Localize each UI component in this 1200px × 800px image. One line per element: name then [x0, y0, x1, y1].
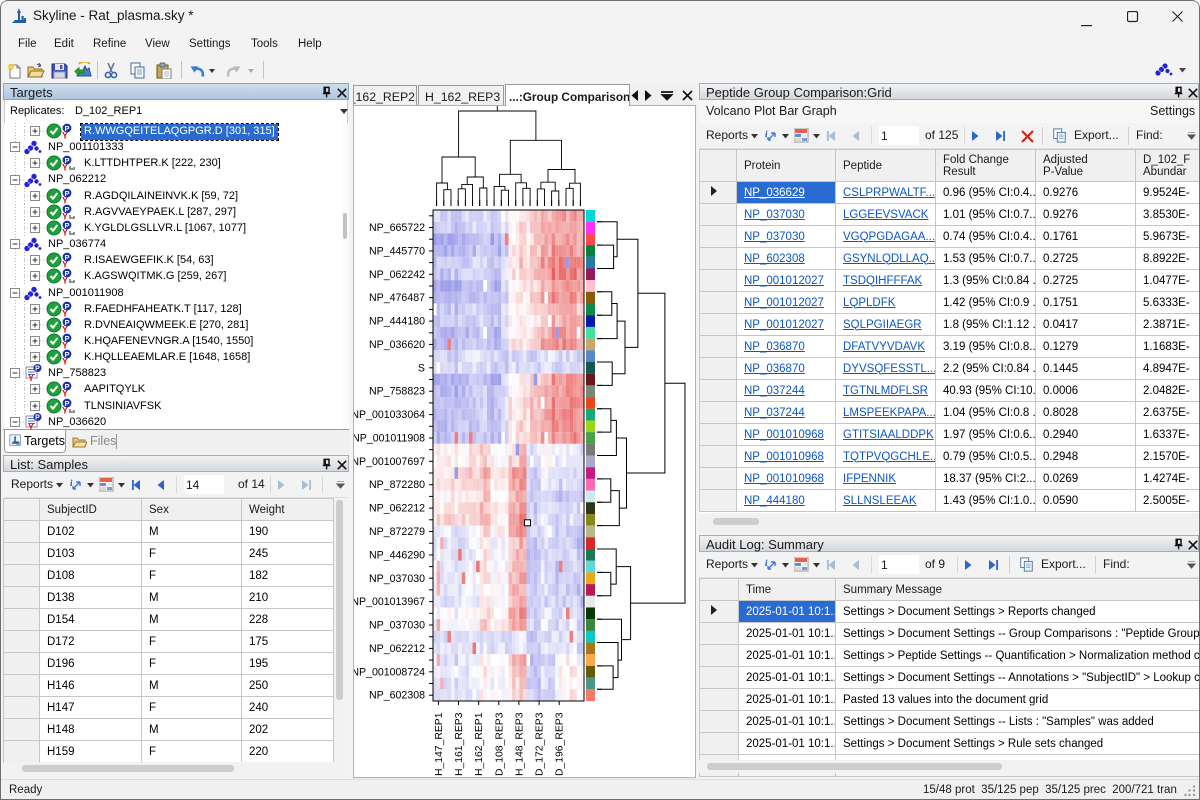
- svg-text:NP_001013967: NP_001013967: [354, 596, 425, 608]
- svg-text:D_172_REP3: D_172_REP3: [535, 712, 546, 776]
- svg-text:i: i: [765, 558, 768, 568]
- svg-text:P: P: [64, 253, 69, 262]
- svg-text:P: P: [35, 415, 40, 422]
- svg-text:P: P: [64, 318, 69, 327]
- svg-text:P: P: [64, 124, 69, 133]
- svg-text:Y: Y: [62, 212, 68, 222]
- svg-text:NP_062212: NP_062212: [369, 503, 425, 515]
- svg-text:NP_037030: NP_037030: [369, 573, 425, 585]
- svg-text:H_148_REP3: H_148_REP3: [514, 712, 525, 776]
- svg-text:P: P: [64, 205, 69, 214]
- svg-text:Y: Y: [62, 389, 68, 399]
- svg-text:NP_758823: NP_758823: [369, 386, 425, 398]
- svg-text:i: i: [765, 129, 768, 139]
- svg-text:Y: Y: [28, 373, 34, 383]
- svg-text:H_147_REP1: H_147_REP1: [434, 712, 445, 776]
- svg-text:i: i: [70, 478, 73, 488]
- svg-text:NP_036620: NP_036620: [369, 339, 425, 351]
- svg-text:NP_665722: NP_665722: [369, 222, 425, 234]
- svg-text:NP_037030: NP_037030: [369, 620, 425, 632]
- svg-text:Y: Y: [62, 357, 68, 367]
- svg-text:P: P: [64, 334, 69, 343]
- svg-text:P: P: [64, 399, 69, 408]
- svg-text:P: P: [64, 156, 69, 165]
- svg-text:Y: Y: [62, 406, 68, 416]
- svg-text:P: P: [35, 366, 40, 373]
- svg-text:P: P: [64, 350, 69, 359]
- svg-text:Y: Y: [62, 196, 68, 206]
- svg-text:P: P: [64, 269, 69, 278]
- svg-text:P: P: [64, 382, 69, 391]
- svg-text:Y: Y: [62, 276, 68, 286]
- svg-text:P: P: [64, 302, 69, 311]
- svg-text:Y: Y: [62, 260, 68, 270]
- svg-text:NP_446290: NP_446290: [369, 549, 425, 561]
- svg-text:NP_872280: NP_872280: [369, 479, 425, 491]
- svg-text:D_108_REP3: D_108_REP3: [494, 712, 505, 776]
- svg-text:S: S: [418, 362, 425, 374]
- svg-text:NP_001033064: NP_001033064: [354, 409, 425, 421]
- svg-text:Y: Y: [62, 131, 68, 141]
- svg-text:Y: Y: [28, 422, 34, 429]
- svg-text:NP_872279: NP_872279: [369, 526, 425, 538]
- svg-text:Y: Y: [62, 309, 68, 319]
- svg-text:NP_001008724: NP_001008724: [354, 666, 425, 678]
- svg-text:Y: Y: [62, 341, 68, 351]
- svg-text:NP_062212: NP_062212: [369, 643, 425, 655]
- svg-text:Y: Y: [62, 325, 68, 335]
- svg-text:NP_001011908: NP_001011908: [354, 433, 425, 445]
- svg-text:P: P: [64, 221, 69, 230]
- svg-text:Y: Y: [62, 163, 68, 173]
- svg-text:NP_476487: NP_476487: [369, 292, 425, 304]
- svg-text:Y: Y: [62, 228, 68, 238]
- svg-text:NP_444180: NP_444180: [369, 316, 425, 328]
- svg-text:D_196_REP3: D_196_REP3: [555, 712, 566, 776]
- svg-text:NP_062242: NP_062242: [369, 269, 425, 281]
- svg-text:H_162_REP1: H_162_REP1: [474, 712, 485, 776]
- svg-text:H_161_REP3: H_161_REP3: [454, 712, 465, 776]
- svg-text:P: P: [64, 189, 69, 198]
- svg-text:NP_001007697: NP_001007697: [354, 456, 425, 468]
- svg-text:NP_602308: NP_602308: [369, 690, 425, 702]
- svg-text:NP_445770: NP_445770: [369, 245, 425, 257]
